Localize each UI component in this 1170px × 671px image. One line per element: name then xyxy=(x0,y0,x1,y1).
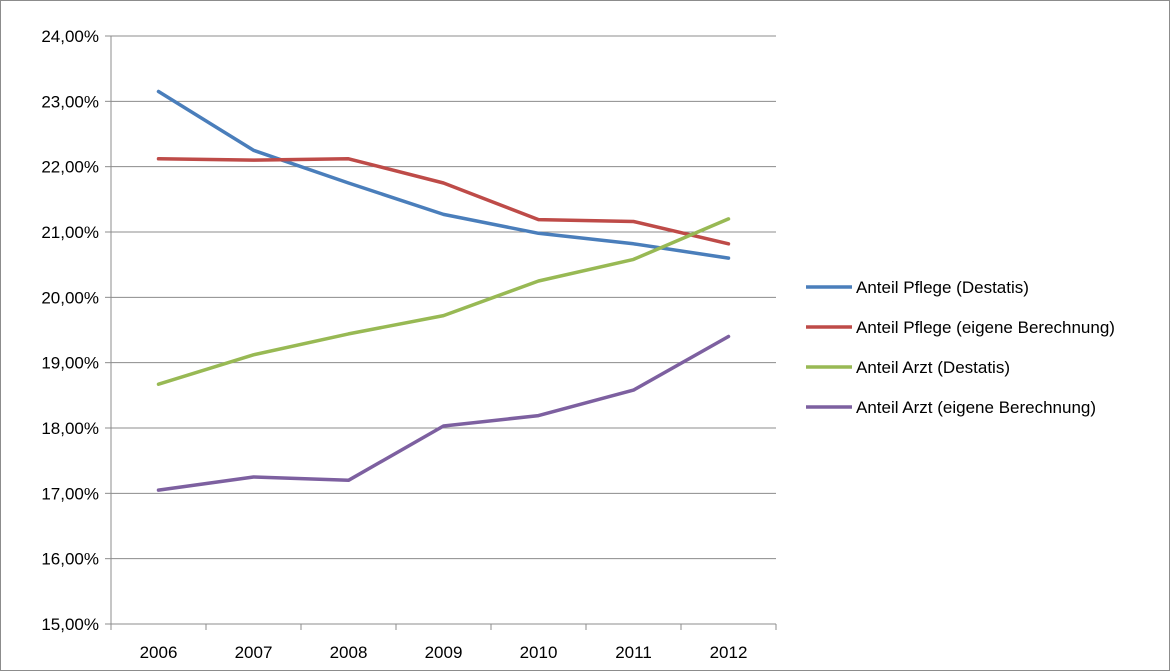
legend-label: Anteil Arzt (eigene Berechnung) xyxy=(856,398,1096,417)
gridlines xyxy=(111,35,776,560)
series-line-2 xyxy=(156,157,731,246)
legend: Anteil Pflege (Destatis) Anteil Pflege (e… xyxy=(806,278,1115,417)
x-tick-label: 2006 xyxy=(140,643,178,662)
y-tick-label: 24,00% xyxy=(41,27,99,46)
x-tick-label: 2009 xyxy=(425,643,463,662)
series-line-3 xyxy=(156,217,731,386)
legend-label: Anteil Pflege (eigene Berechnung) xyxy=(856,318,1115,337)
y-tick-label: 20,00% xyxy=(41,288,99,307)
y-tick-labels: 15,00% 16,00% 17,00% 18,00% 19,00% 20,00% 21,0… xyxy=(41,27,99,634)
y-tick-label: 16,00% xyxy=(41,550,99,569)
y-tick-label: 17,00% xyxy=(41,484,99,503)
axes xyxy=(105,35,777,630)
series-lines xyxy=(156,89,731,492)
x-tick-labels: 2006 2007 2008 2009 2010 2011 2012 xyxy=(140,643,748,662)
x-tick-label: 2007 xyxy=(235,643,273,662)
y-tick-label: 22,00% xyxy=(41,158,99,177)
y-tick-label: 19,00% xyxy=(41,354,99,373)
y-tick-label: 18,00% xyxy=(41,419,99,438)
x-tick-label: 2012 xyxy=(710,643,748,662)
x-tick-label: 2008 xyxy=(330,643,368,662)
y-tick-label: 21,00% xyxy=(41,223,99,242)
y-tick-label: 15,00% xyxy=(41,615,99,634)
x-tick-label: 2010 xyxy=(520,643,558,662)
legend-label: Anteil Arzt (Destatis) xyxy=(856,358,1010,377)
series-line-1 xyxy=(156,89,731,260)
series-line-4 xyxy=(156,334,731,492)
x-tick-label: 2011 xyxy=(615,643,652,662)
legend-label: Anteil Pflege (Destatis) xyxy=(856,278,1029,297)
y-tick-label: 23,00% xyxy=(41,92,99,111)
